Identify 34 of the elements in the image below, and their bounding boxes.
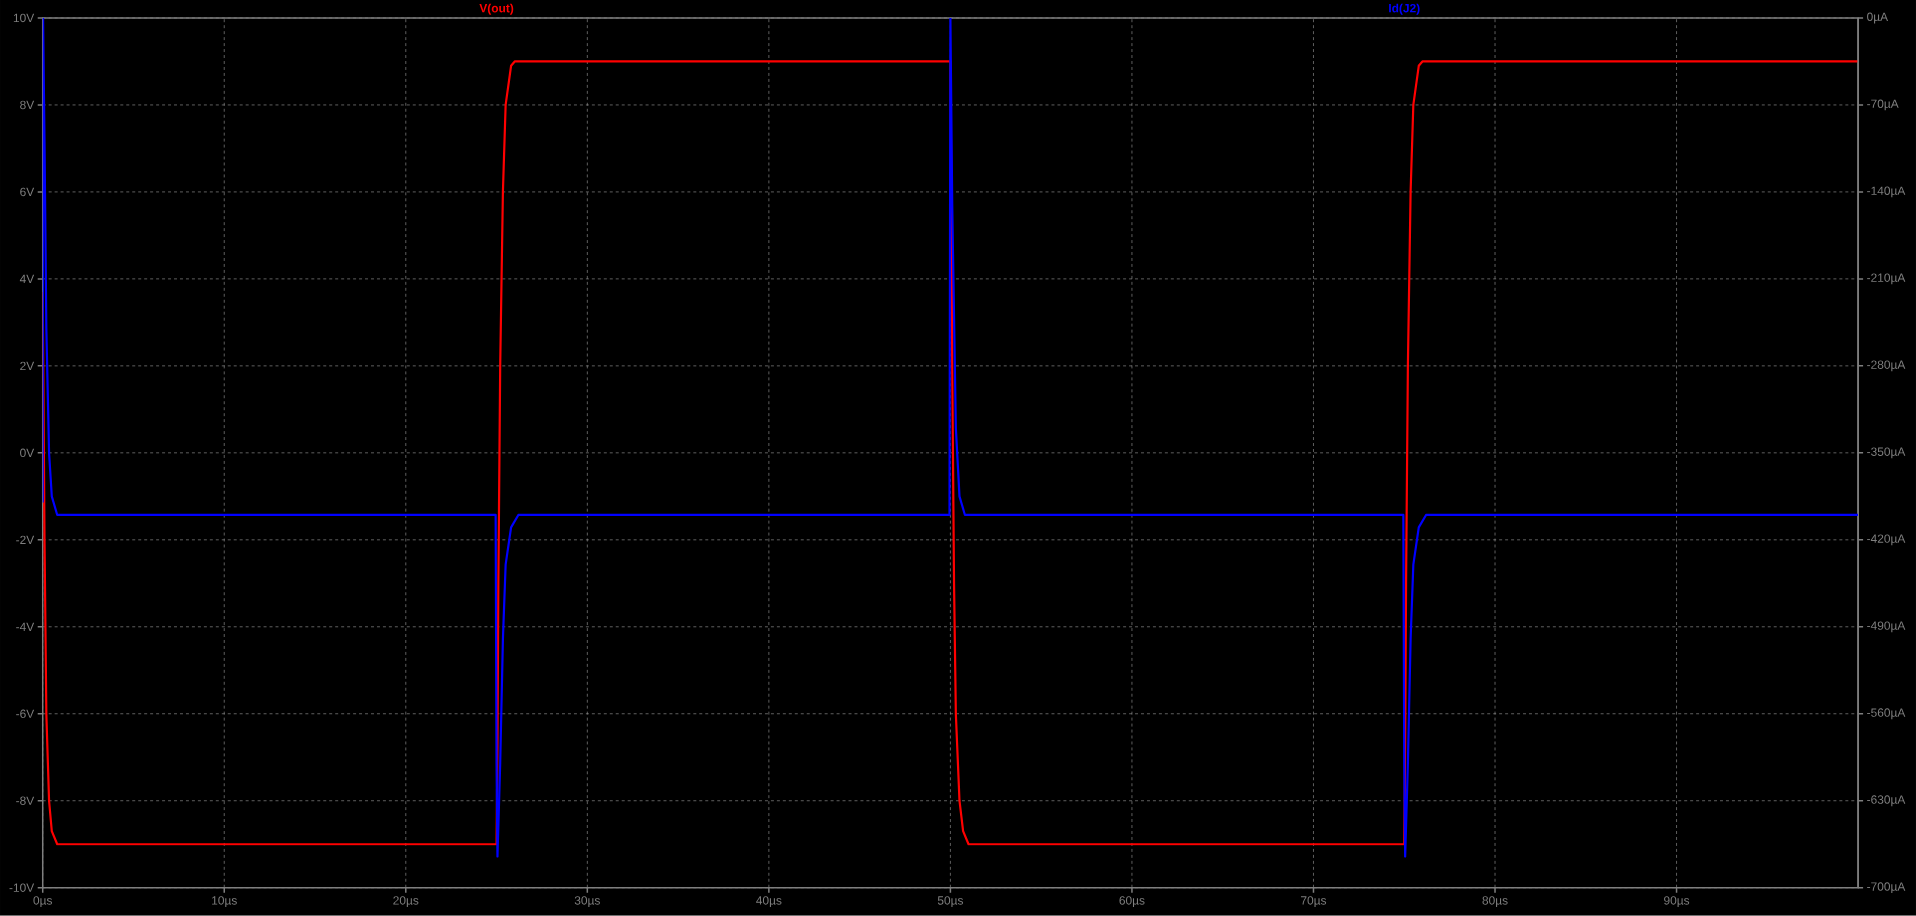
y-tick-label: 6V [20, 187, 35, 197]
x-tick-label: 70µs [1301, 896, 1327, 908]
x-tick-label: 90µs [1664, 896, 1690, 908]
y-tick-label: 8V [20, 100, 35, 110]
y2-tick-label: -280µA [1867, 360, 1906, 372]
y2-tick-label: -140µA [1867, 186, 1906, 198]
y2-tick-label: -490µA [1867, 621, 1906, 633]
y-tick-label: -6V [16, 709, 35, 719]
x-tick-label: 40µs [756, 896, 782, 908]
x-tick-label: 0µs [33, 896, 53, 908]
y-tick-label: -4V [16, 622, 35, 632]
y-tick-label: 4V [19, 274, 35, 284]
text: V(out) [479, 3, 514, 15]
y2-tick-label: -630µA [1867, 795, 1906, 807]
y-tick-label: -2V [16, 535, 35, 545]
y-tick-label: 10V [13, 13, 35, 23]
x-tick-label: 30µs [574, 896, 600, 908]
y2-tick-label: -420µA [1867, 534, 1906, 546]
y-tick-label: -10V [9, 883, 35, 893]
y2-tick-label: -560µA [1867, 708, 1906, 720]
y2-tick-label: -70µA [1867, 99, 1899, 111]
x-tick-label: 60µs [1119, 896, 1145, 908]
y2-tick-label: -350µA [1867, 447, 1906, 459]
y-tick-label: 0V [20, 448, 35, 458]
text: Id(J2) [1389, 3, 1420, 15]
y-tick-label: 2V [20, 361, 35, 371]
y2-tick-label: -700µA [1867, 882, 1906, 894]
x-tick-label: 20µs [393, 896, 419, 908]
x-tick-label: 50µs [937, 896, 964, 908]
y-tick-label: -8V [16, 796, 35, 806]
x-tick-label: 10µs [212, 896, 237, 908]
y2-tick-label: -210µA [1867, 273, 1906, 285]
y2-tick-label: 0µA [1867, 12, 1889, 24]
x-tick-label: 80µs [1482, 896, 1508, 908]
